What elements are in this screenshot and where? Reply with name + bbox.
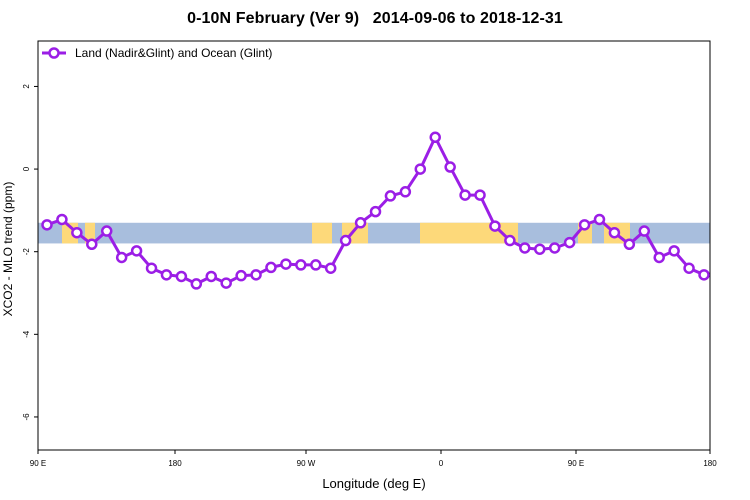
data-point: [399, 186, 412, 198]
data-point: [489, 220, 501, 232]
x-tick-label: 90 E: [568, 459, 584, 468]
y-tick-label: 2: [22, 84, 31, 89]
series-layer: [41, 131, 710, 290]
data-point: [474, 189, 486, 201]
data-point: [265, 261, 277, 274]
plot-frame: [37, 40, 711, 451]
data-point: [698, 269, 710, 281]
data-point: [130, 245, 143, 257]
x-axis-label: Longitude (deg E): [322, 476, 426, 491]
data-point: [369, 205, 382, 218]
data-point: [534, 243, 546, 255]
x-tick-label: 180: [168, 459, 182, 468]
data-point: [668, 245, 680, 257]
data-point: [220, 277, 232, 289]
data-point: [295, 259, 307, 271]
x-tick-label: 0: [439, 459, 444, 468]
data-point: [100, 225, 113, 237]
data-point: [250, 269, 262, 281]
data-point: [444, 161, 456, 173]
y-tick-label: -6: [22, 413, 31, 421]
data-point: [429, 131, 441, 144]
legend-entry-label: Land (Nadir&Glint) and Ocean (Glint): [75, 46, 272, 60]
data-point: [414, 163, 427, 175]
data-point: [563, 236, 576, 249]
data-point: [280, 258, 292, 270]
map-strip: [38, 222, 710, 244]
map-ocean-band: [38, 222, 710, 244]
data-point: [623, 238, 636, 251]
data-point: [56, 213, 68, 226]
data-point: [205, 270, 217, 283]
data-point: [41, 219, 53, 231]
data-point: [459, 189, 471, 201]
data-point: [145, 262, 158, 274]
x-tick-label: 90 E: [30, 459, 46, 468]
data-point: [384, 190, 397, 202]
data-point: [339, 234, 352, 247]
x-axis: 90 E 180 90 W 0 90 E 180: [30, 450, 717, 468]
data-point: [310, 259, 322, 271]
data-point: [86, 238, 98, 251]
data-point: [235, 269, 247, 282]
data-point: [175, 270, 188, 283]
y-axis-label: XCO2 - MLO trend (ppm): [1, 181, 15, 317]
data-point: [548, 242, 561, 254]
data-point: [608, 226, 621, 239]
chart-title: 0-10N February (Ver 9) 2014-09-06 to 201…: [187, 10, 563, 27]
data-point: [578, 219, 591, 231]
y-axis: 2 0 -2 -4 -6: [22, 84, 38, 421]
data-point: [71, 226, 83, 239]
x-tick-label: 180: [703, 459, 717, 468]
x-tick-label: 90 W: [297, 459, 316, 468]
data-point: [190, 278, 203, 290]
data-point: [593, 213, 606, 226]
y-tick-label: -4: [22, 330, 31, 338]
map-land-block: [312, 222, 332, 244]
map-land-block: [85, 222, 95, 244]
legend-marker-swatch: [48, 47, 60, 59]
data-point: [115, 251, 128, 264]
data-point: [324, 262, 337, 274]
legend: Land (Nadir&Glint) and Ocean (Glint): [42, 46, 272, 60]
data-point: [519, 242, 531, 254]
y-tick-label: -2: [22, 248, 31, 256]
data-point: [638, 225, 651, 237]
data-point: [683, 262, 695, 274]
data-point: [354, 217, 367, 229]
data-point: [653, 251, 665, 264]
data-point: [160, 269, 173, 281]
data-point: [504, 234, 516, 247]
y-tick-label: 0: [22, 166, 31, 171]
